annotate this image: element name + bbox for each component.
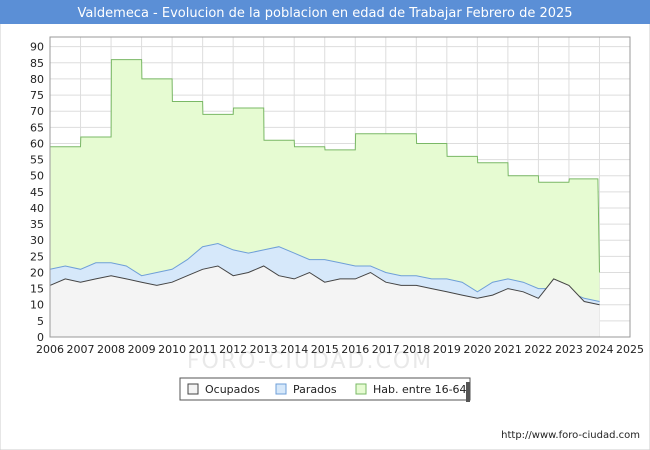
- axes: [49, 36, 631, 338]
- x-tick-label: 2013: [250, 343, 278, 356]
- watermark: FORO-CIUDAD.COM: [187, 349, 433, 374]
- y-tick-label: 80: [30, 73, 44, 86]
- plot-border: [49, 36, 631, 338]
- x-tick-label: 2015: [311, 343, 339, 356]
- y-tick-label: 55: [30, 154, 44, 167]
- y-tick-label: 0: [37, 331, 44, 344]
- y-tick-label: 50: [30, 170, 44, 183]
- x-tick-label: 2019: [433, 343, 461, 356]
- y-tick-label: 45: [30, 186, 44, 199]
- x-tick-label: 2017: [372, 343, 400, 356]
- x-tick-label: 2023: [555, 343, 583, 356]
- x-tick-label: 2021: [494, 343, 522, 356]
- source-url: http://www.foro-ciudad.com: [501, 430, 640, 441]
- series-areas: [49, 59, 600, 337]
- x-tick-label: 2014: [280, 343, 308, 356]
- x-tick-label: 2006: [36, 343, 64, 356]
- y-tick-label: 15: [30, 283, 44, 296]
- legend-shadow: [466, 382, 470, 402]
- x-tick-label: 2010: [158, 343, 186, 356]
- x-tick-label: 2024: [585, 343, 613, 356]
- line-ocupados: [49, 265, 600, 306]
- line-hab: [50, 59, 600, 273]
- x-tick-label: 2009: [128, 343, 156, 356]
- legend-label-hab: Hab. entre 16-64: [373, 383, 467, 396]
- legend-swatch-parados: [275, 383, 287, 395]
- y-tick-label: 90: [30, 41, 44, 54]
- legend-swatch-ocupados: [187, 383, 199, 395]
- y-tick-label: 20: [30, 266, 44, 279]
- legend-swatch-hab: [355, 383, 367, 395]
- area-ocupados: [50, 266, 600, 337]
- y-tick-label: 25: [30, 250, 44, 263]
- y-tick-label: 40: [30, 202, 44, 215]
- y-tick-label: 65: [30, 121, 44, 134]
- title-bar: [0, 0, 650, 24]
- x-tick-label: 2025: [616, 343, 644, 356]
- legend-label-parados: Parados: [293, 383, 337, 396]
- legend-label-ocupados: Ocupados: [205, 383, 260, 396]
- x-tick-label: 2018: [402, 343, 430, 356]
- x-tick-label: 2022: [524, 343, 552, 356]
- y-tick-label: 60: [30, 137, 44, 150]
- x-tick-label: 2007: [67, 343, 95, 356]
- chart-title: Valdemeca - Evolucion de la poblacion en…: [77, 6, 572, 21]
- x-tick-label: 2016: [341, 343, 369, 356]
- line-parados: [49, 242, 600, 302]
- y-tick-label: 75: [30, 89, 44, 102]
- y-tick-label: 85: [30, 57, 44, 70]
- y-tick-label: 70: [30, 105, 44, 118]
- x-axis-ticks: 2006 2007 2008 2009 2010 2011 2012 2013 2014 2015…: [36, 343, 644, 356]
- legend: Ocupados Parados Hab. entre 16-64: [179, 377, 471, 402]
- y-tick-label: 10: [30, 299, 44, 312]
- x-tick-label: 2011: [189, 343, 217, 356]
- y-tick-label: 5: [37, 315, 44, 328]
- y-tick-label: 30: [30, 234, 44, 247]
- x-tick-label: 2008: [97, 343, 125, 356]
- y-tick-label: 35: [30, 218, 44, 231]
- x-tick-label: 2012: [219, 343, 247, 356]
- x-tick-label: 2020: [463, 343, 491, 356]
- y-axis-ticks: 0 5 10 15 20 25 30 35 40 45 50 55 60 65 70 75 80 85 90: [30, 41, 44, 344]
